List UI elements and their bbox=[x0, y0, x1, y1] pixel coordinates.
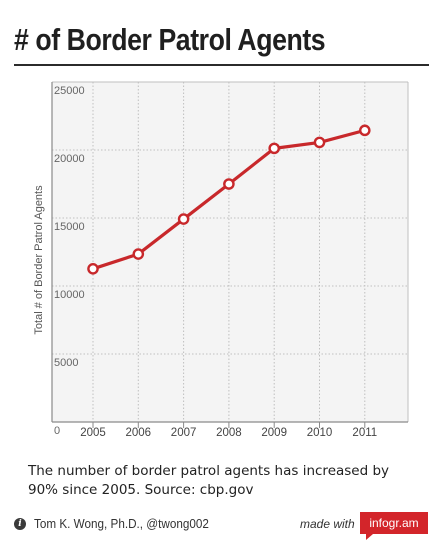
x-tick-label: 2008 bbox=[216, 427, 242, 439]
chart-caption: The number of border patrol agents has i… bbox=[28, 463, 390, 498]
y-tick-labels: 0 5000 10000 15000 20000 25000 bbox=[54, 85, 85, 437]
y-tick-label: 0 bbox=[54, 425, 60, 437]
plot-area bbox=[52, 82, 408, 422]
x-tick-label: 2006 bbox=[126, 427, 152, 439]
x-tick-label: 2005 bbox=[80, 427, 106, 439]
x-tick-label: 2011 bbox=[352, 427, 377, 439]
x-tick-labels: 2005 2006 2007 2008 2009 2010 2011 bbox=[80, 427, 377, 439]
data-point bbox=[87, 263, 99, 275]
author-credit: Tom K. Wong, Ph.D., @twong002 bbox=[34, 516, 209, 531]
y-tick-label: 10000 bbox=[54, 289, 85, 301]
data-point bbox=[268, 142, 281, 155]
data-point bbox=[132, 248, 145, 260]
footer-credit: i Tom K. Wong, Ph.D., @twong002 bbox=[14, 516, 228, 531]
y-tick-label: 25000 bbox=[54, 85, 85, 97]
data-point bbox=[177, 213, 190, 225]
x-tick-label: 2007 bbox=[171, 427, 197, 439]
y-tick-label: 15000 bbox=[54, 221, 85, 233]
title-divider bbox=[14, 64, 429, 66]
chart-title: # of Border Patrol Agents bbox=[14, 22, 326, 57]
data-point bbox=[313, 136, 326, 149]
x-tick-label: 2010 bbox=[307, 427, 333, 439]
data-points bbox=[87, 124, 371, 275]
info-icon: i bbox=[14, 517, 26, 530]
axes bbox=[51, 82, 408, 428]
y-tick-label: 5000 bbox=[54, 357, 78, 369]
data-point bbox=[223, 178, 235, 190]
made-with-label: made with bbox=[300, 517, 355, 531]
infogram-badge[interactable]: infogr.am bbox=[360, 512, 428, 540]
y-tick-label: 20000 bbox=[54, 153, 85, 165]
y-axis-label: Total # of Border Patrol Agents bbox=[33, 185, 45, 335]
data-point bbox=[358, 124, 371, 137]
x-tick-label: 2009 bbox=[261, 427, 287, 439]
